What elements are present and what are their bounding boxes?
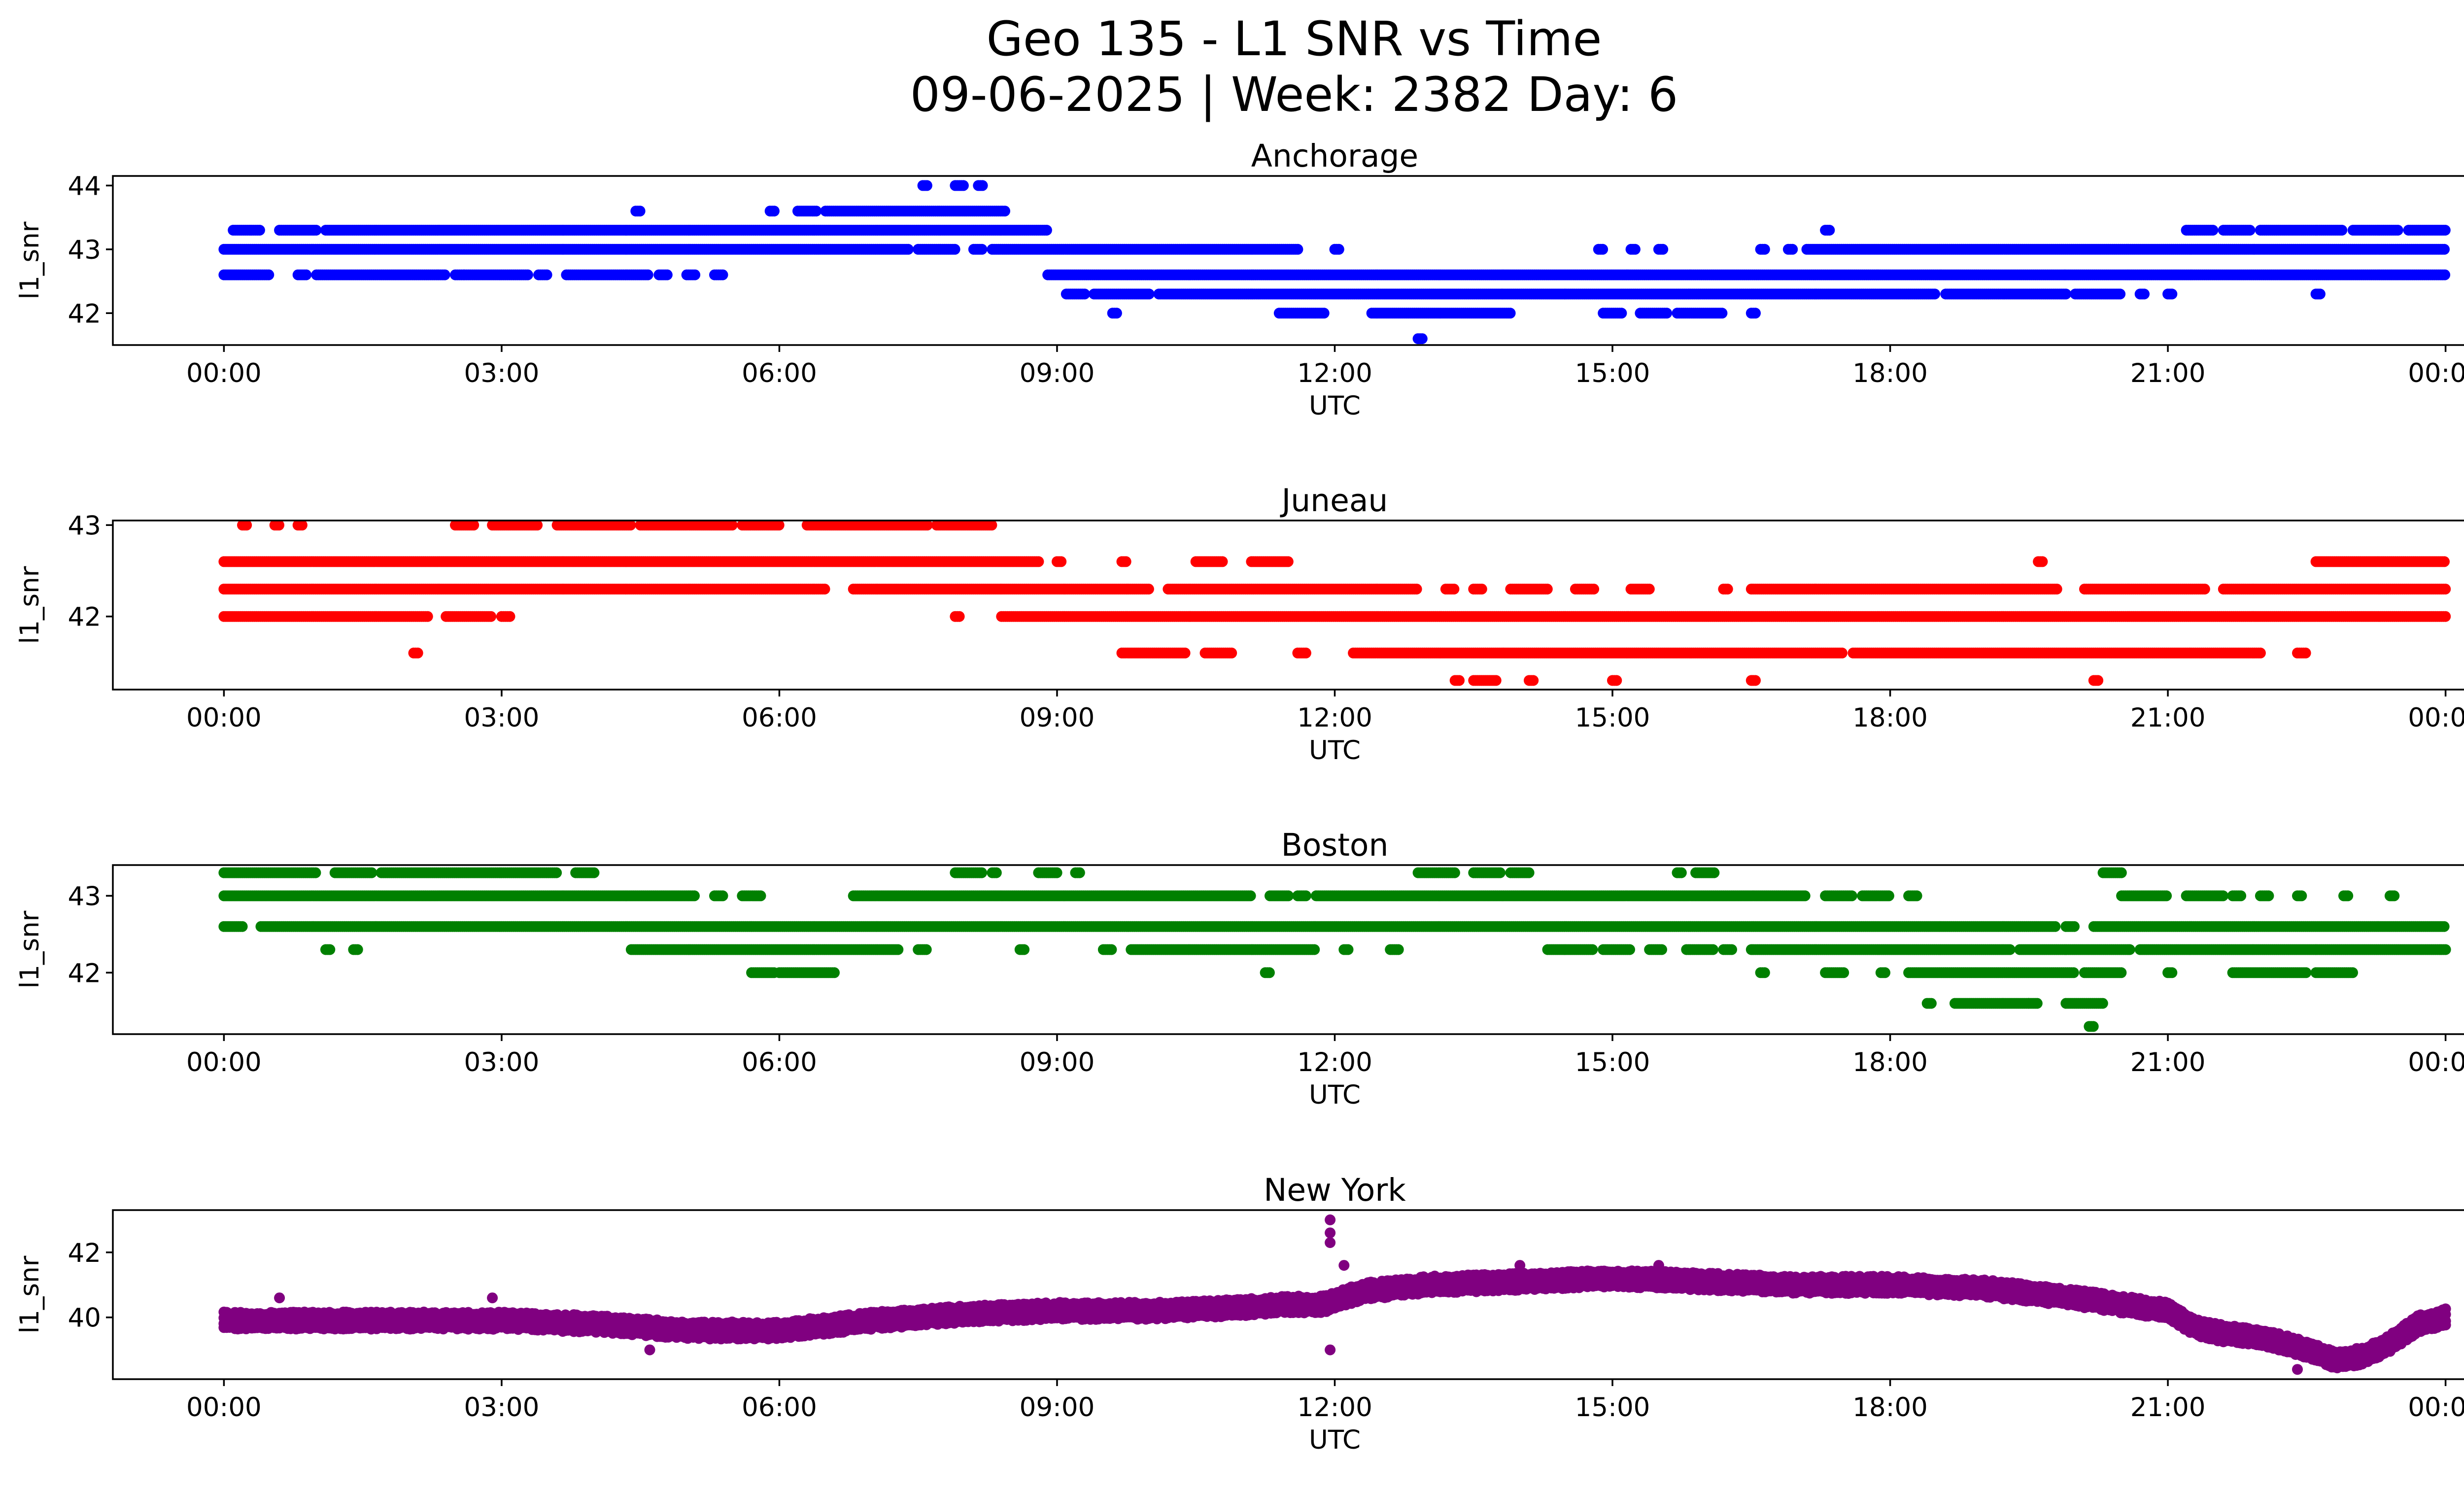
data-point <box>1411 584 1422 595</box>
data-point <box>976 243 988 255</box>
data-point <box>2439 269 2451 280</box>
x-tick-label: 00:00 <box>186 358 262 388</box>
data-point <box>1143 584 1154 595</box>
data-point <box>541 269 552 280</box>
data-point <box>2060 288 2072 300</box>
data-point <box>2336 225 2348 236</box>
data-point <box>642 269 653 280</box>
data-point <box>2244 225 2256 236</box>
data-point <box>485 611 497 622</box>
data-point <box>2166 288 2178 300</box>
data-point <box>2440 584 2451 595</box>
data-point <box>1716 308 1728 319</box>
data-point <box>522 269 533 280</box>
panel-title: Juneau <box>1280 483 1388 519</box>
data-point <box>2392 225 2403 236</box>
x-tick-label: 21:00 <box>2130 358 2206 388</box>
chart-title-line2: 09-06-2025 | Week: 2382 Day: 6 <box>910 67 1678 123</box>
data-point <box>2439 225 2451 236</box>
x-tick-label: 03:00 <box>464 358 540 388</box>
x-axis-label: UTC <box>1309 391 1361 421</box>
data-point <box>958 180 969 191</box>
data-point <box>1476 584 1487 595</box>
data-point <box>1597 243 1608 255</box>
x-tick-label: 18:00 <box>1852 358 1928 388</box>
data-point <box>811 206 822 217</box>
data-point <box>1041 225 1052 236</box>
data-point <box>1079 288 1090 300</box>
data-point <box>439 269 450 280</box>
data-point <box>301 269 312 280</box>
data-point <box>1629 243 1641 255</box>
data-point <box>634 206 646 217</box>
data-point <box>977 180 988 191</box>
data-point <box>263 269 274 280</box>
data-point <box>1292 243 1303 255</box>
data-point <box>1643 584 1655 595</box>
data-point <box>661 269 673 280</box>
y-tick-label: 42 <box>68 299 101 329</box>
data-point <box>1318 308 1330 319</box>
data-point <box>819 584 830 595</box>
chart-title-line1: Geo 135 - L1 SNR vs Time <box>987 11 1602 67</box>
data-point <box>2051 584 2062 595</box>
data-point <box>1722 584 1733 595</box>
data-point <box>921 180 932 191</box>
data-point <box>2439 243 2450 255</box>
data-point <box>1541 584 1553 595</box>
y-tick-label: 43 <box>68 235 101 265</box>
x-tick-label: 15:00 <box>1575 358 1650 388</box>
data-point <box>2440 611 2451 622</box>
data-point <box>1787 243 1798 255</box>
y-axis-label: l1_snr <box>15 221 45 299</box>
data-point <box>1333 243 1344 255</box>
data-point <box>949 243 960 255</box>
data-point <box>1143 288 1155 300</box>
data-point <box>1448 584 1460 595</box>
data-point <box>1750 308 1761 319</box>
y-tick-label: 44 <box>68 171 101 201</box>
data-point <box>999 206 1010 217</box>
data-point <box>2207 225 2219 236</box>
data-point <box>954 611 965 622</box>
data-point <box>1416 333 1428 345</box>
data-point <box>1657 243 1669 255</box>
data-point <box>1616 308 1627 319</box>
x-tick-label: 00:00 <box>2408 358 2464 388</box>
data-point <box>2199 584 2210 595</box>
data-point <box>422 611 433 622</box>
panel-title: Anchorage <box>1251 138 1418 174</box>
data-point <box>1111 308 1122 319</box>
data-point <box>504 611 515 622</box>
data-point <box>2139 288 2150 300</box>
data-point <box>1759 243 1770 255</box>
data-point <box>1588 584 1600 595</box>
x-tick-label: 06:00 <box>742 358 817 388</box>
axes-frame <box>112 175 2464 346</box>
data-point <box>1505 308 1516 319</box>
x-tick-label: 12:00 <box>1297 358 1372 388</box>
data-point <box>1824 225 1835 236</box>
data-point <box>254 225 265 236</box>
data-point <box>902 243 914 255</box>
data-point <box>310 225 322 236</box>
data-series <box>218 180 2451 345</box>
data-point <box>1929 288 1941 300</box>
data-point <box>2314 288 2326 300</box>
data-series <box>218 521 2451 686</box>
data-point <box>768 206 780 217</box>
data-point <box>689 269 701 280</box>
data-point <box>2115 288 2126 300</box>
x-tick-label: 09:00 <box>1020 358 1095 388</box>
panels: Anchorage 00:00 03:00 06:00 09:00 12:00 15:00 1… <box>15 138 2464 1455</box>
panel-anchorage: Anchorage 00:00 03:00 06:00 09:00 12:00 15:00 1… <box>15 138 2464 421</box>
data-point <box>1661 308 1673 319</box>
data-point <box>717 269 728 280</box>
